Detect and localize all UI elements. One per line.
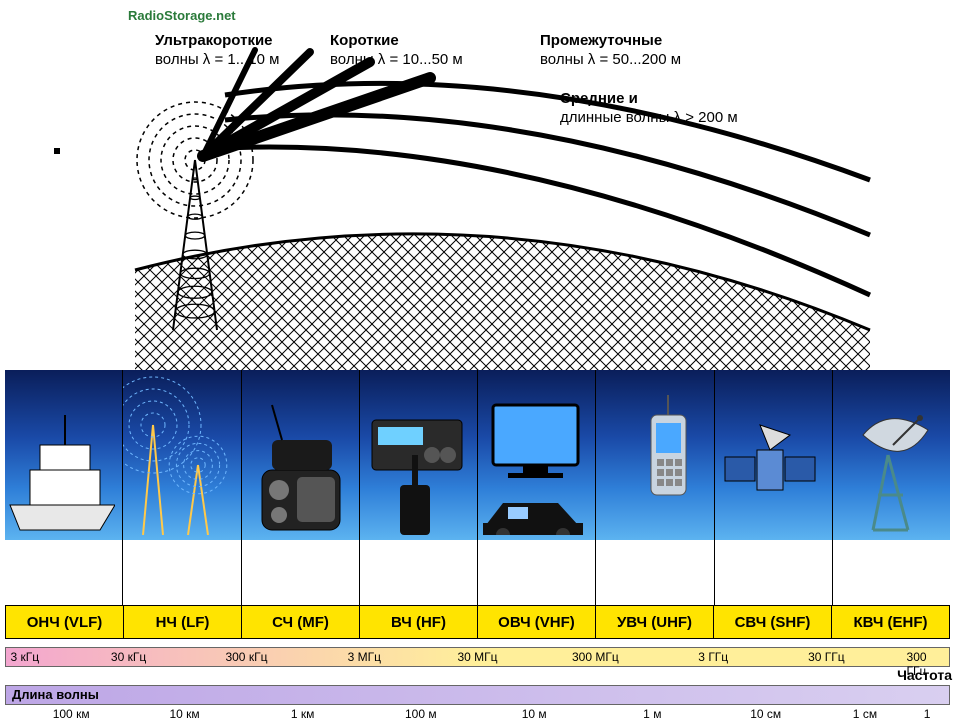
- freq-tick: 30 ГГц: [808, 650, 845, 664]
- band-desc: Морская навигация. Системы: Омега (США) …: [9, 545, 118, 601]
- band-desc: Морская навигация. Системы: LORAN-C (США…: [127, 545, 236, 601]
- band-illustration-row: Морская навигация. Системы: Омега (США) …: [5, 370, 950, 605]
- band-desc: ТВ ДЦВ вещание, сотовая связь, ДЦВ радио…: [600, 545, 709, 601]
- band-7: Радиолокация, радиоастрономия: [833, 370, 950, 605]
- band-0: Морская навигация. Системы: Омега (США) …: [5, 370, 123, 605]
- label-title: Средние и: [560, 90, 738, 109]
- label-intermediate: Промежуточные волны λ = 50...200 м: [540, 32, 681, 70]
- band-4: ТВ МВ вещание, УКВ вещание, УКВ радиосвя…: [478, 370, 596, 605]
- bullet: [54, 148, 60, 154]
- band-desc: КВ вещание, КВ радиосвязь: [364, 545, 473, 601]
- freq-tick: 300 кГц: [225, 650, 267, 664]
- wavelength-tick: 10 км: [169, 707, 199, 720]
- propagation-svg: [0, 0, 960, 370]
- label-title: Промежуточные: [540, 32, 681, 51]
- band-5: ТВ ДЦВ вещание, сотовая связь, ДЦВ радио…: [596, 370, 714, 605]
- wavelength-tick: 1 м: [643, 707, 661, 720]
- band-code: УВЧ (UHF): [596, 606, 714, 638]
- label-range: длинные волны λ > 200 м: [560, 109, 738, 126]
- band-3: КВ вещание, КВ радиосвязь: [360, 370, 478, 605]
- freq-tick: 30 МГц: [457, 650, 497, 664]
- band-2: СВ и ДВ вещание, морская связь: [242, 370, 360, 605]
- label-title: Короткие: [330, 32, 463, 51]
- label-short: Короткие волны λ = 10...50 м: [330, 32, 463, 70]
- band-code-row: ОНЧ (VLF)НЧ (LF)СЧ (MF)ВЧ (HF)ОВЧ (VHF)У…: [5, 605, 950, 639]
- wavelength-tick: 100 км: [53, 707, 90, 720]
- wavelength-tick: 10 см: [750, 707, 781, 720]
- freq-tick: 3 кГц: [11, 650, 40, 664]
- wavelength-tick: 100 м: [405, 707, 437, 720]
- label-ultra-short: Ультракороткие волны λ = 1...10 м: [155, 32, 279, 70]
- freq-tick: 3 ГГц: [698, 650, 728, 664]
- wavelength-tick: 1 км: [291, 707, 315, 720]
- band-code: ОНЧ (VLF): [6, 606, 124, 638]
- frequency-axis: 3 кГц 30 кГц 300 кГц 3 МГц 30 МГц 300 МГц 3 ГГ…: [5, 647, 950, 667]
- band-code: СЧ (MF): [242, 606, 360, 638]
- label-range: волны λ = 1...10 м: [155, 51, 279, 68]
- band-code: ВЧ (HF): [360, 606, 478, 638]
- band-code: КВЧ (EHF): [832, 606, 949, 638]
- source-label: RadioStorage.net: [128, 8, 236, 23]
- wavelength-title: Длина волны: [12, 687, 99, 702]
- band-6: Спутниковое ТВ, спутниковая и космическа…: [715, 370, 833, 605]
- wavelength-axis: Длина волны: [5, 685, 950, 705]
- band-1: Морская навигация. Системы: LORAN-C (США…: [123, 370, 241, 605]
- band-code: ОВЧ (VHF): [478, 606, 596, 638]
- label-title: Ультракороткие: [155, 32, 279, 51]
- band-desc: СВ и ДВ вещание, морская связь: [246, 545, 355, 601]
- wavelength-tick: 10 м: [522, 707, 547, 720]
- label-range: волны λ = 10...50 м: [330, 51, 463, 68]
- freq-tick: 300 МГц: [572, 650, 619, 664]
- freq-tick: 3 МГц: [348, 650, 381, 664]
- wavelength-tick: 1 мм: [924, 707, 948, 720]
- band-desc: Радиолокация, радиоастрономия: [837, 545, 946, 601]
- label-medium-long: Средние и длинные волны λ > 200 м: [560, 90, 738, 128]
- spectrum-chart: Морская навигация. Системы: Омега (США) …: [0, 370, 960, 720]
- band-code: СВЧ (SHF): [714, 606, 832, 638]
- frequency-axis-label: Частота: [897, 667, 952, 683]
- freq-tick: 30 кГц: [111, 650, 146, 664]
- label-range: волны λ = 50...200 м: [540, 51, 681, 68]
- band-desc: ТВ МВ вещание, УКВ вещание, УКВ радиосвя…: [482, 545, 591, 601]
- wavelength-tick: 1 см: [853, 707, 877, 720]
- band-desc: Спутниковое ТВ, спутниковая и космическа…: [719, 545, 828, 601]
- band-code: НЧ (LF): [124, 606, 242, 638]
- propagation-diagram: RadioStorage.net Ультракороткие волны λ …: [0, 0, 960, 370]
